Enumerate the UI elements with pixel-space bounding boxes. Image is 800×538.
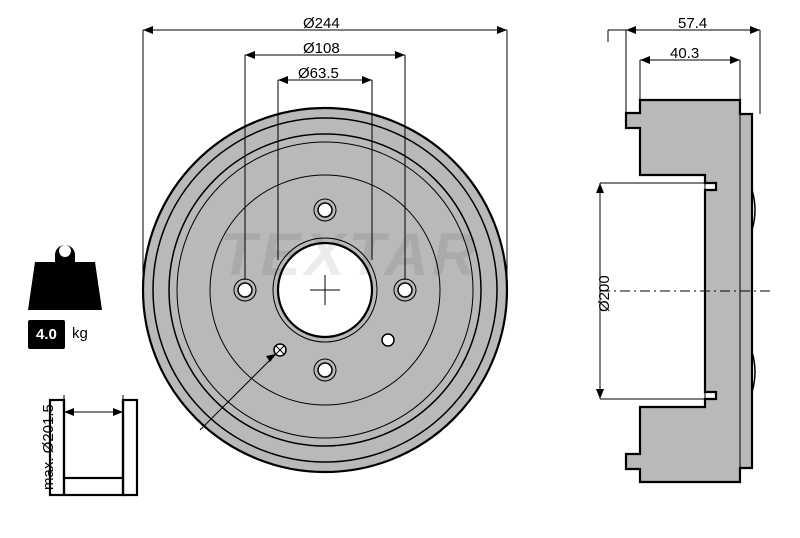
dim-d244: Ø244 <box>303 15 340 32</box>
engineering-drawing-svg <box>0 0 800 533</box>
dim-57-4: 57.4 <box>678 15 707 32</box>
weight-icon <box>28 245 102 310</box>
drawing-stage: TEXTAR <box>0 0 800 533</box>
dim-40-3: 40.3 <box>670 45 699 62</box>
dim-d63-5: Ø63.5 <box>298 65 339 82</box>
dim-d108: Ø108 <box>303 40 340 57</box>
dim-max-201-5: max. Ø201.5 <box>40 404 57 490</box>
weight-unit: kg <box>72 325 88 342</box>
side-drum-profile <box>600 100 770 482</box>
main-drum-front <box>143 108 507 472</box>
dim-d200: Ø200 <box>596 275 613 312</box>
weight-value: 4.0 <box>28 320 65 349</box>
max-section <box>50 395 137 495</box>
